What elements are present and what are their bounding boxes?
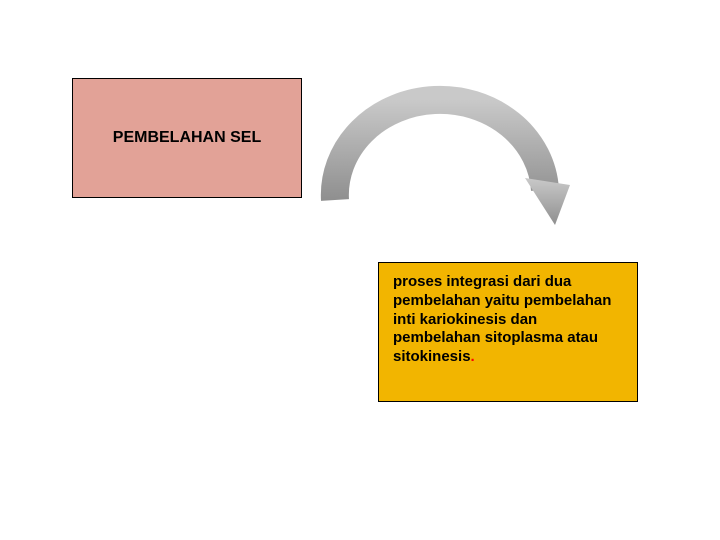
curved-arrow [300,70,580,235]
content-text: proses integrasi dari dua pembelahan yai… [393,273,611,365]
content-period: . [471,348,475,365]
arrow-head [525,178,570,225]
title-box: PEMBELAHAN SEL [72,78,302,198]
title-text: PEMBELAHAN SEL [113,129,261,147]
curved-arrow-svg [300,70,580,230]
content-box: proses integrasi dari dua pembelahan yai… [378,262,638,402]
arrow-arc [335,100,545,200]
